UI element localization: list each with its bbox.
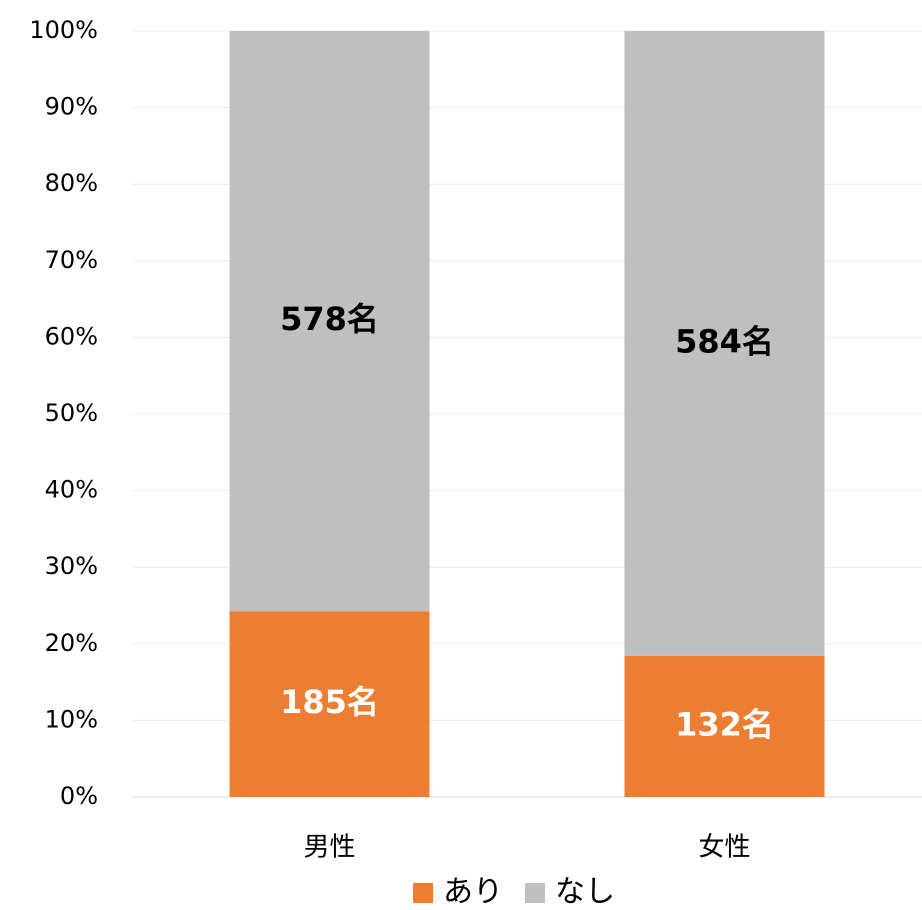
y-tick-label: 20% xyxy=(45,629,98,657)
data-label: 132名 xyxy=(675,705,774,743)
bar-segment xyxy=(624,31,825,656)
y-tick-label: 70% xyxy=(45,246,98,274)
legend-label: なし xyxy=(555,875,615,910)
legend-swatch xyxy=(413,883,433,903)
y-tick-label: 0% xyxy=(60,782,98,810)
y-tick-label: 60% xyxy=(45,322,98,350)
y-tick-label: 80% xyxy=(45,169,98,197)
legend-swatch xyxy=(525,883,545,903)
bar-segment xyxy=(229,611,430,797)
bar-segment xyxy=(229,31,430,612)
data-label: 584名 xyxy=(675,322,774,360)
x-tick-label: 男性 xyxy=(303,833,355,863)
x-tick-label: 女性 xyxy=(698,833,750,863)
y-tick-label: 10% xyxy=(45,705,98,733)
bar-segment xyxy=(624,655,825,797)
y-tick-label: 50% xyxy=(45,399,98,427)
data-label: 185名 xyxy=(280,683,379,721)
data-label: 578名 xyxy=(280,300,379,338)
y-tick-label: 100% xyxy=(29,16,98,44)
y-tick-label: 30% xyxy=(45,552,98,580)
y-tick-label: 90% xyxy=(45,93,98,121)
y-tick-label: 40% xyxy=(45,476,98,504)
legend-label: あり xyxy=(443,875,503,910)
